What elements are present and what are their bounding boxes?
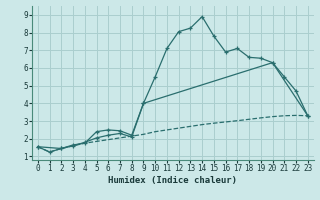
X-axis label: Humidex (Indice chaleur): Humidex (Indice chaleur) (108, 176, 237, 185)
